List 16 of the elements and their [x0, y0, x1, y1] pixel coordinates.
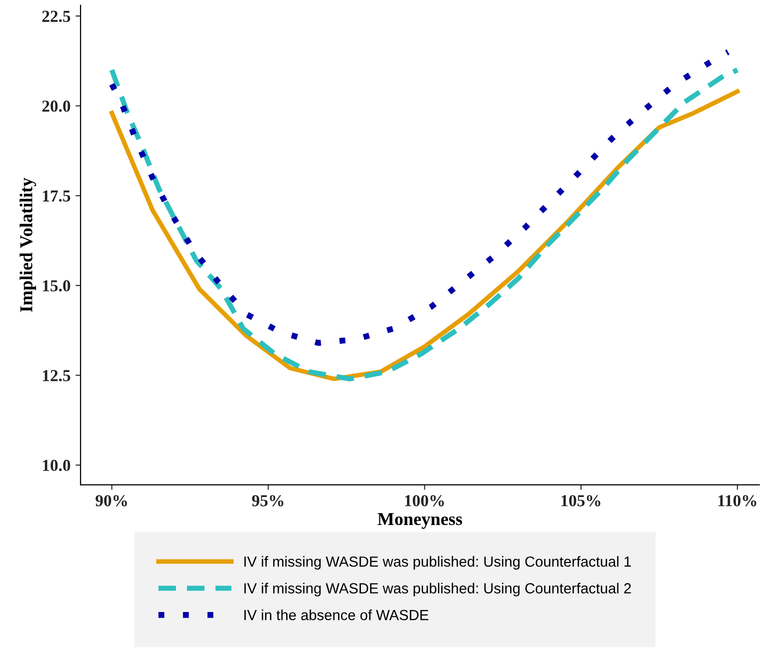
x-tick-label: 105% [562, 495, 600, 506]
y-tick-label: 15.0 [42, 280, 70, 292]
x-tick-label: 95% [252, 495, 284, 506]
x-tick-label: 100% [405, 495, 444, 506]
y-tick-label: 20.0 [42, 100, 70, 112]
legend-label: IV in the absence of WASDE [244, 609, 428, 620]
x-tick-label: 90% [96, 495, 127, 506]
x-axis-title: Moneyness [378, 513, 462, 529]
y-tick-label: 10.0 [42, 460, 70, 472]
y-tick-label: 17.5 [42, 190, 70, 202]
y-axis-title: Implied Volatility [20, 178, 36, 312]
y-tick-label: 22.5 [42, 10, 70, 22]
legend-label: IV if missing WASDE was published: Using Counterfactual 1 [244, 556, 631, 570]
legend-label: IV if missing WASDE was published: Using Counterfactual 2 [244, 582, 631, 596]
x-tick-label: 110% [718, 495, 756, 506]
y-tick-label: 12.5 [42, 370, 70, 382]
